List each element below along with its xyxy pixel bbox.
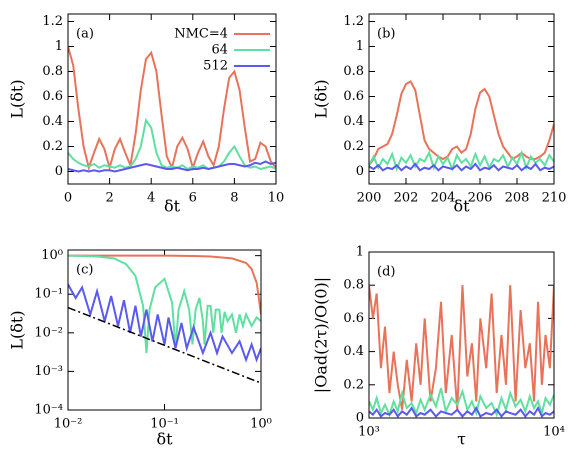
y-tick-label: 0.6 bbox=[343, 311, 364, 326]
x-tick-label: 10⁴ bbox=[543, 425, 565, 440]
x-axis-label: τ bbox=[457, 430, 466, 449]
y-tick-label: 0 bbox=[55, 164, 63, 179]
y-tick-label: 0.6 bbox=[343, 89, 364, 104]
y-axis-label: |Oad(2τ)/O(0)| bbox=[312, 277, 331, 393]
series-line bbox=[68, 254, 261, 354]
x-axis-label: δt bbox=[453, 197, 470, 216]
y-tick-label: 0.4 bbox=[42, 114, 63, 129]
series-line bbox=[369, 80, 554, 166]
x-tick-label: 10 bbox=[268, 191, 285, 206]
x-tick-label: 4 bbox=[147, 191, 155, 206]
legend-label: NMC=4 bbox=[174, 27, 228, 42]
x-tick-label: 208 bbox=[505, 191, 530, 206]
x-tick-label: 0 bbox=[64, 191, 72, 206]
series-line bbox=[369, 285, 554, 410]
plot-frame bbox=[67, 13, 277, 185]
panel-label: (b) bbox=[377, 27, 395, 42]
y-tick-label: 0.8 bbox=[343, 278, 364, 293]
x-axis-label: δt bbox=[164, 197, 181, 216]
x-tick-label: 10⁰ bbox=[250, 417, 272, 432]
y-tick-label: 0 bbox=[356, 164, 364, 179]
y-axis-label: L(δt) bbox=[312, 79, 331, 118]
x-tick-label: 210 bbox=[542, 191, 567, 206]
y-tick-label: 0.4 bbox=[343, 114, 364, 129]
y-tick-label: 1 bbox=[55, 39, 63, 54]
x-tick-label: 206 bbox=[468, 191, 493, 206]
y-tick-label: 0.8 bbox=[343, 64, 364, 79]
series-line bbox=[68, 46, 276, 172]
panel-label: (d) bbox=[377, 265, 395, 280]
x-tick-label: 10⁻¹ bbox=[150, 417, 179, 432]
y-axis-label: L(δt) bbox=[8, 310, 27, 349]
plot-frame bbox=[368, 251, 555, 419]
x-tick-label: 8 bbox=[230, 191, 238, 206]
y-tick-label: 0.8 bbox=[42, 64, 63, 79]
y-tick-label: 0.2 bbox=[343, 139, 364, 154]
y-tick-label: 1 bbox=[356, 245, 364, 260]
series-line bbox=[68, 283, 261, 363]
y-tick-label: 0.6 bbox=[42, 89, 63, 104]
y-tick-label: 1.2 bbox=[343, 14, 364, 29]
x-tick-label: 6 bbox=[189, 191, 197, 206]
y-tick-label: 1 bbox=[356, 39, 364, 54]
y-tick-label: 10⁻⁴ bbox=[34, 403, 63, 418]
x-tick-label: 200 bbox=[357, 191, 382, 206]
x-tick-label: 10⁻² bbox=[54, 417, 83, 432]
x-tick-label: 204 bbox=[431, 191, 456, 206]
x-tick-label: 202 bbox=[394, 191, 419, 206]
y-tick-label: 10⁻³ bbox=[34, 364, 63, 379]
y-axis-label: L(δt) bbox=[8, 79, 27, 118]
series-line bbox=[68, 306, 261, 384]
y-tick-label: 10⁻² bbox=[34, 325, 63, 340]
plot-frame bbox=[67, 249, 262, 411]
series-line bbox=[68, 254, 261, 315]
x-tick-label: 10³ bbox=[358, 425, 380, 440]
x-axis-label: δt bbox=[156, 430, 173, 449]
plot-frame bbox=[368, 13, 555, 185]
series-line bbox=[369, 162, 554, 172]
series-line bbox=[68, 117, 276, 171]
panel-label: (a) bbox=[76, 27, 94, 42]
legend-label: 512 bbox=[203, 59, 228, 74]
series-line bbox=[369, 149, 554, 172]
series-line bbox=[369, 387, 554, 418]
y-tick-label: 0 bbox=[356, 411, 364, 426]
x-tick-label: 2 bbox=[105, 191, 113, 206]
y-tick-label: 0.4 bbox=[343, 344, 364, 359]
series-line bbox=[369, 405, 554, 418]
y-tick-label: 0.2 bbox=[42, 139, 63, 154]
y-tick-label: 10⁻¹ bbox=[34, 287, 63, 302]
legend-label: 64 bbox=[211, 43, 228, 58]
y-tick-label: 0.2 bbox=[343, 377, 364, 392]
y-tick-label: 1.2 bbox=[42, 14, 63, 29]
series-line bbox=[68, 160, 276, 173]
y-tick-label: 10⁰ bbox=[41, 248, 63, 263]
panel-label: (c) bbox=[76, 263, 93, 278]
